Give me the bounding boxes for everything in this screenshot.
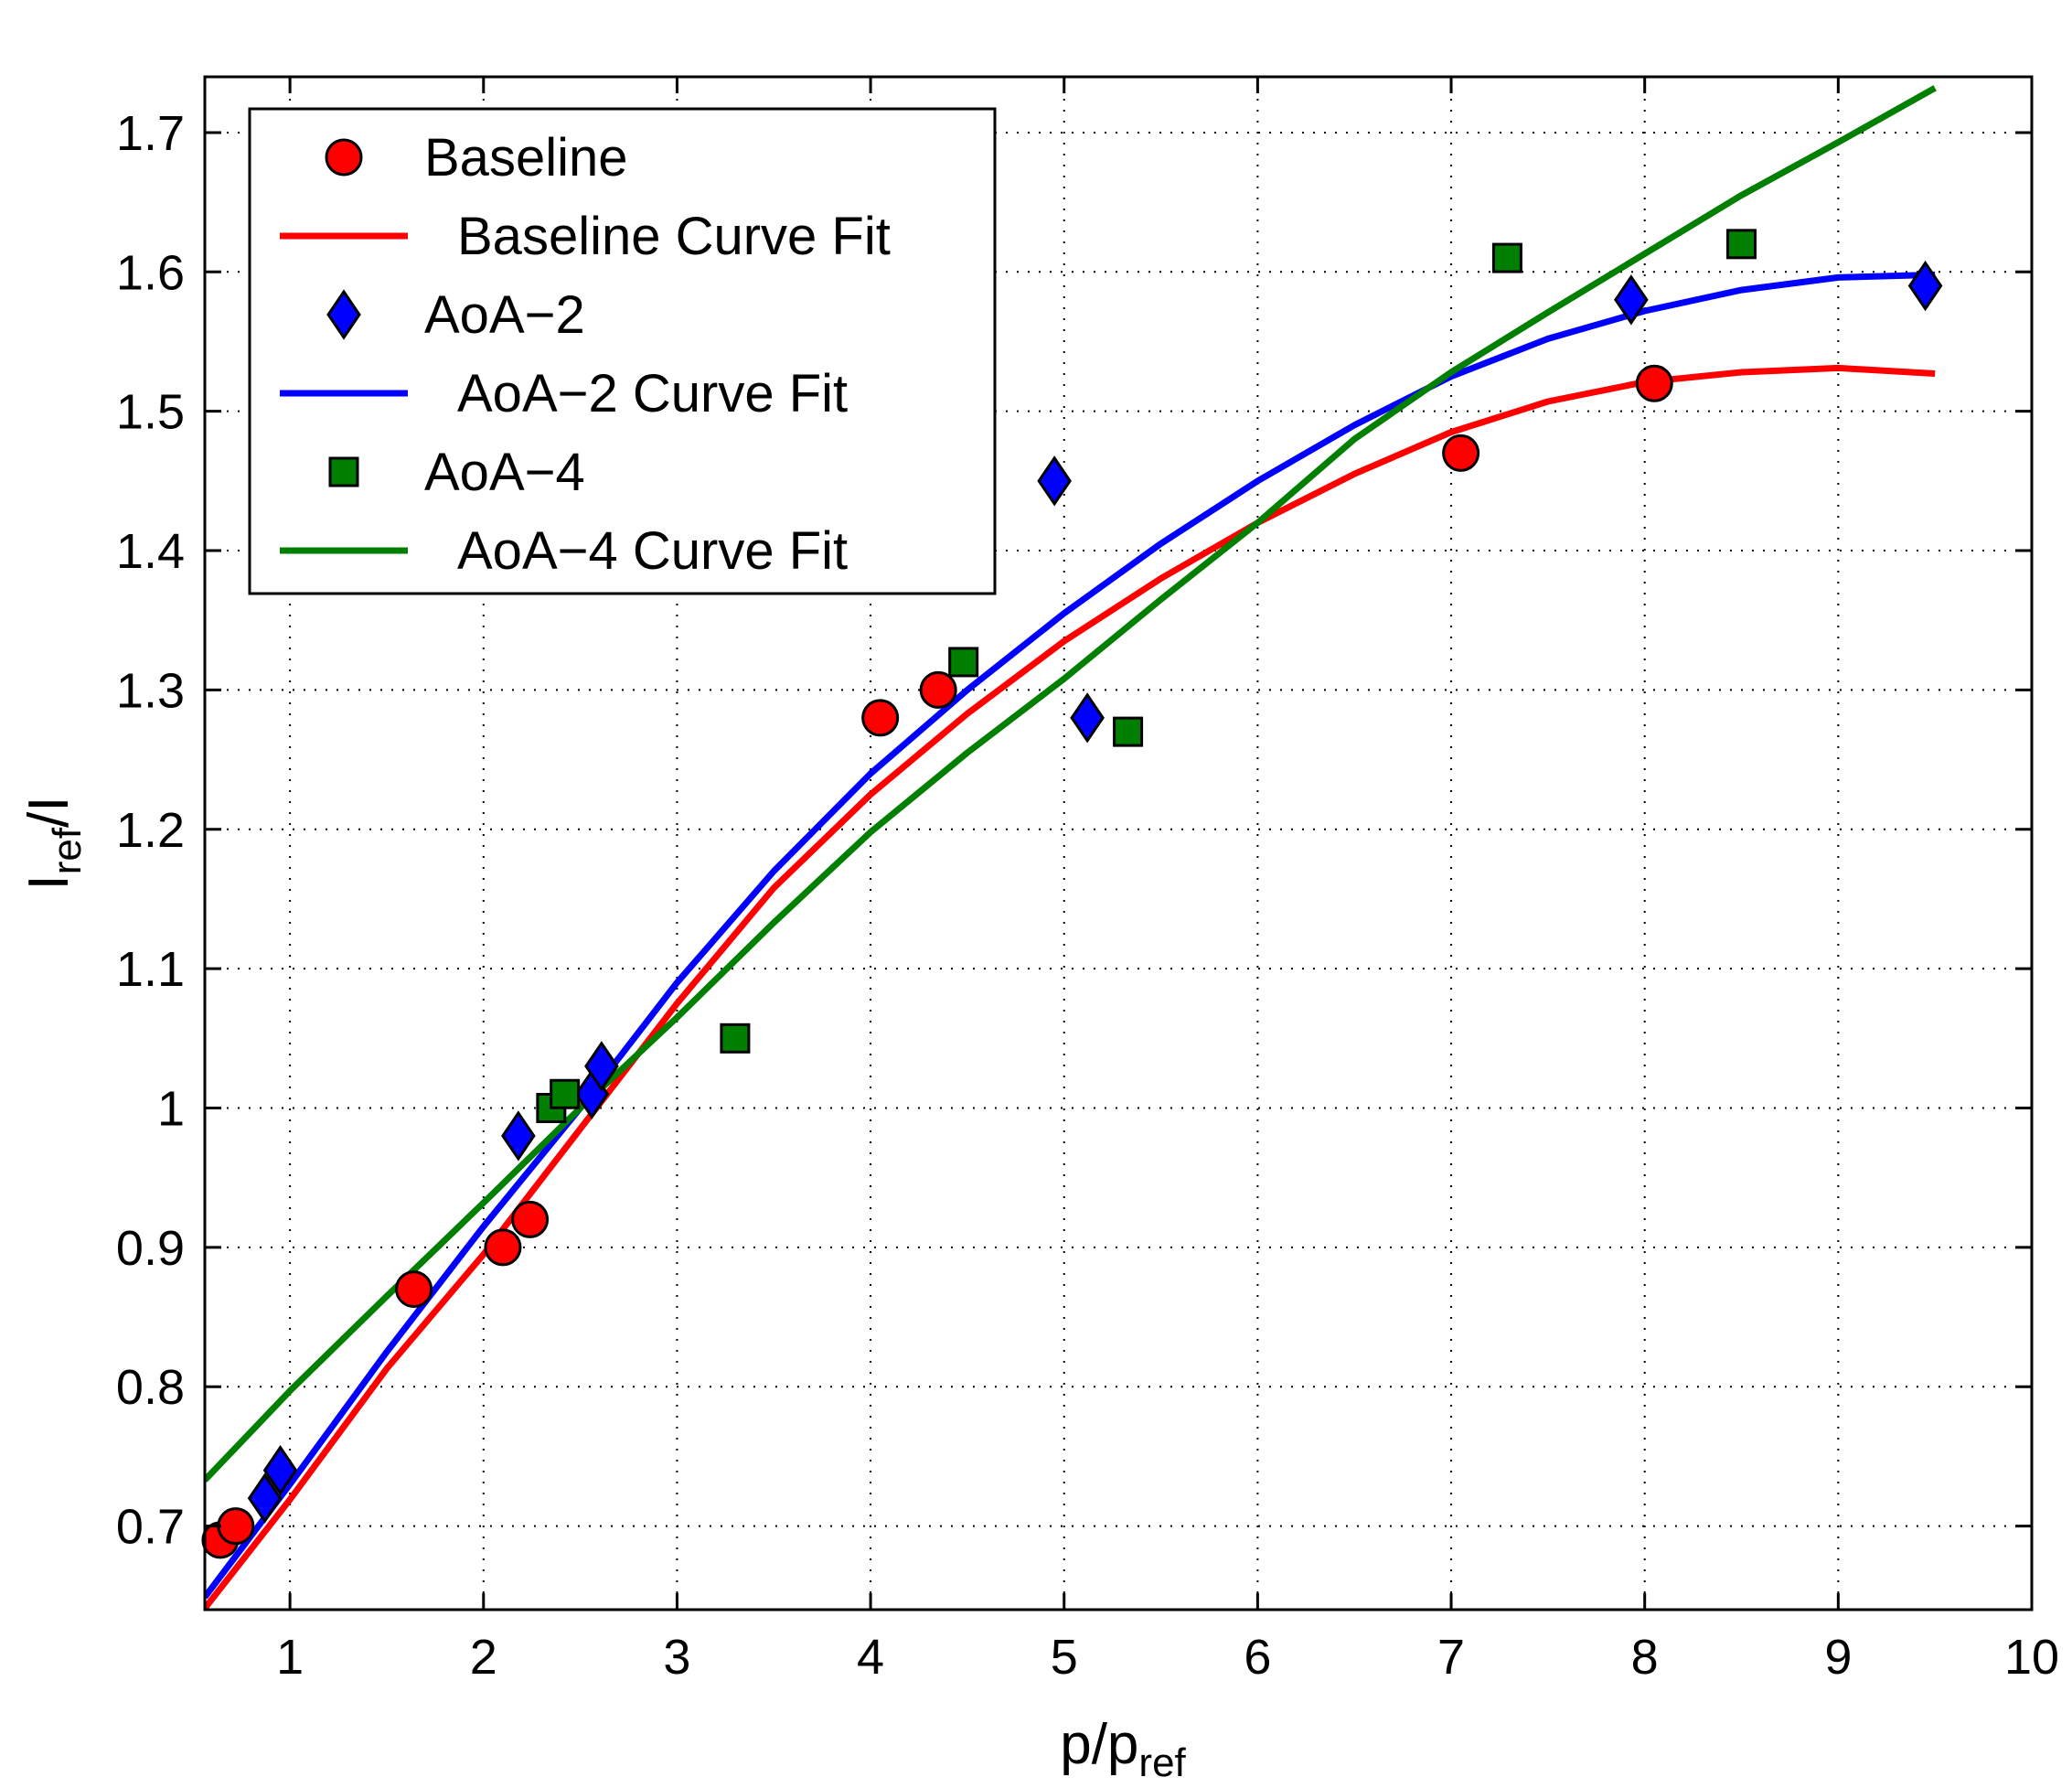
data-point-aoa-2 (584, 1041, 619, 1092)
legend-entry-aoa-4: AoA−4 (328, 443, 585, 502)
series-baseline (201, 364, 1673, 1559)
series-aoa-2 (247, 260, 1943, 1524)
legend-entry-aoa-4-curve-fit: AoA−4 Curve Fit (280, 521, 848, 581)
series-layer (201, 85, 1943, 1610)
legend-entry-baseline: Baseline (325, 128, 627, 187)
series-line-aoa-2-curve-fit (205, 271, 1936, 1600)
data-point-baseline (1635, 364, 1673, 402)
legend-label: Baseline (424, 128, 627, 187)
data-point-baseline (1442, 434, 1480, 472)
data-point-aoa-2 (501, 1110, 536, 1162)
x-tick-label: 4 (857, 1630, 884, 1685)
x-axis-label-sub: ref (1138, 1740, 1186, 1785)
data-point-baseline (217, 1507, 255, 1546)
x-axis-label: p/pref (1060, 1713, 1186, 1785)
y-tick-label: 1.7 (116, 106, 185, 161)
y-tick-label: 1.3 (116, 663, 185, 718)
y-axis-label: Iref/I (17, 796, 90, 890)
x-tick-label: 7 (1437, 1630, 1465, 1685)
data-point-baseline (861, 699, 900, 737)
data-point-aoa-2 (247, 1472, 283, 1524)
data-point-aoa-2 (1907, 260, 1943, 312)
y-tick-label: 1.4 (116, 524, 185, 579)
y-tick-label: 1.6 (116, 245, 185, 300)
x-tick-label: 9 (1824, 1630, 1852, 1685)
data-point-baseline (511, 1200, 550, 1238)
y-axis-label-post: /I (17, 796, 80, 827)
legend-entry-aoa-2-curve-fit: AoA−2 Curve Fit (280, 364, 848, 423)
y-tick-label: 1.1 (116, 942, 185, 997)
legend-label: AoA−2 Curve Fit (457, 364, 848, 423)
y-axis-label-sub: ref (45, 827, 90, 874)
x-tick-label: 3 (663, 1630, 690, 1685)
data-point-baseline (484, 1228, 522, 1267)
y-tick-label: 0.8 (116, 1360, 185, 1415)
y-tick-label: 1 (157, 1081, 185, 1136)
x-tick-label: 5 (1051, 1630, 1078, 1685)
legend-box (248, 107, 997, 595)
y-axis-label-pre: I (17, 874, 80, 890)
legend-label: AoA−4 (424, 443, 585, 502)
axes-frame (203, 75, 2034, 1611)
x-tick-label: 1 (276, 1630, 304, 1685)
data-point-aoa-4 (720, 1022, 751, 1054)
x-tick-label: 10 (2004, 1630, 2059, 1685)
series-aoa-4 (536, 229, 1757, 1123)
data-point-aoa-2 (1037, 455, 1072, 507)
legend-entry-aoa-2: AoA−2 (326, 285, 585, 345)
tick-layer: 1 2 3 4 5 6 7 8 9 10 0.7 0.8 0.9 1 1.1 1.2 1.3 1.4 1.5 1.6 1… (116, 77, 2059, 1685)
data-point-aoa-4 (1726, 229, 1757, 260)
x-tick-label: 2 (470, 1630, 497, 1685)
data-point-aoa-4 (1113, 716, 1144, 747)
data-point-aoa-2 (262, 1444, 298, 1496)
legend-swatch-marker (326, 289, 361, 340)
series-line-aoa-4-curve-fit (205, 85, 1937, 1483)
data-point-aoa-2 (1614, 274, 1649, 326)
y-tick-label: 1.5 (116, 385, 185, 440)
legend-swatch-marker (328, 456, 359, 487)
y-tick-label: 1.2 (116, 803, 185, 858)
legend: Baseline Baseline Curve Fit AoA−2 AoA−2 Cur… (248, 107, 997, 595)
legend-label: AoA−2 (424, 285, 585, 345)
data-point-baseline (395, 1270, 433, 1309)
data-point-aoa-4 (948, 647, 979, 678)
x-axis-label-main: p/p (1060, 1713, 1138, 1776)
data-point-aoa-4 (1491, 242, 1522, 273)
data-point-baseline (919, 670, 957, 709)
legend-label: AoA−4 Curve Fit (457, 521, 848, 581)
legend-swatch-marker (325, 138, 363, 177)
x-tick-label: 6 (1244, 1630, 1271, 1685)
data-point-aoa-4 (550, 1078, 581, 1109)
legend-entry-baseline-curve-fit: Baseline Curve Fit (280, 207, 891, 266)
data-point-aoa-2 (1070, 692, 1105, 744)
legend-label: Baseline Curve Fit (457, 207, 891, 266)
y-tick-label: 0.9 (116, 1221, 185, 1276)
x-tick-label: 8 (1631, 1630, 1659, 1685)
y-tick-label: 0.7 (116, 1500, 185, 1555)
